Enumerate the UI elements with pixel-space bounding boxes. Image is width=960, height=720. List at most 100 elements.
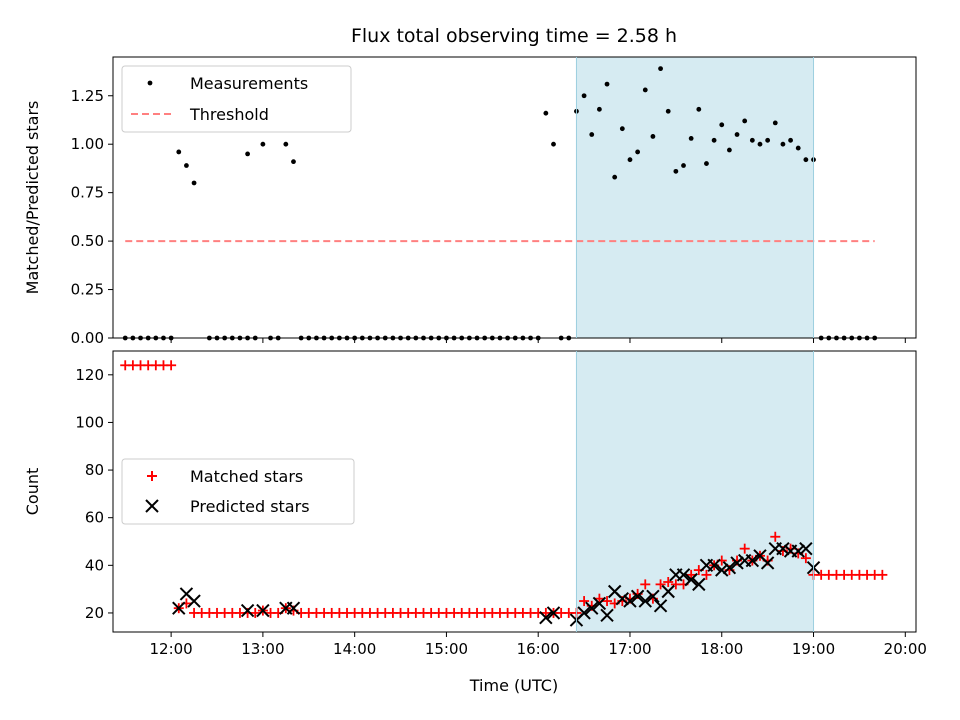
x-tick-label: 14:00 xyxy=(333,640,376,658)
matched-star-point xyxy=(640,579,651,590)
x-tick-label: 15:00 xyxy=(425,640,468,658)
y-tick-label: 0.25 xyxy=(71,281,104,299)
measurement-point xyxy=(260,141,266,147)
top-y-axis-label: Matched/Predicted stars xyxy=(23,101,42,295)
predicted-star-point xyxy=(240,603,255,618)
predicted-star-point xyxy=(286,601,301,615)
predicted-star-point xyxy=(661,584,675,599)
matched-star-point xyxy=(770,531,781,542)
observing-window-shade-top xyxy=(576,57,814,338)
y-tick-label: 0.75 xyxy=(71,184,104,202)
bottom-axes-frame xyxy=(112,350,917,633)
measurement-point xyxy=(704,161,709,166)
matched-star-point xyxy=(739,543,750,554)
matched-star-point xyxy=(663,576,674,587)
measurement-point xyxy=(291,159,296,165)
predicted-star-point xyxy=(676,568,691,582)
measurement-point xyxy=(589,132,595,137)
measurement-point xyxy=(543,110,549,116)
predicted-star-point xyxy=(638,594,652,608)
predicted-star-point xyxy=(592,596,607,611)
legend-measurements-label: Measurements xyxy=(190,74,308,93)
top-legend: Measurements Threshold xyxy=(121,65,352,133)
y-tick-label: 60 xyxy=(85,509,104,527)
top-series-layer xyxy=(122,66,878,341)
top-y-ticks: 0.00 0.25 0.50 0.75 1.00 1.25 xyxy=(71,87,113,347)
legend-matched-label: Matched stars xyxy=(190,467,303,486)
measurement-point xyxy=(803,157,809,163)
measurement-point xyxy=(688,135,694,141)
legend-threshold-label: Threshold xyxy=(189,105,269,124)
measurement-point xyxy=(795,145,801,151)
legend-measurements-marker xyxy=(147,80,153,86)
measurement-point xyxy=(619,126,625,132)
measurement-point xyxy=(665,108,671,114)
predicted-star-point xyxy=(630,589,645,603)
matched-star-point xyxy=(166,360,177,371)
bottom-panel: 20 40 60 80 100 120 12:00 13:00 14:00 15:00 16:00… xyxy=(23,350,927,695)
predicted-star-point xyxy=(707,558,721,573)
x-tick-label: 17:00 xyxy=(608,640,651,658)
y-tick-label: 0.00 xyxy=(71,329,104,347)
predicted-star-point xyxy=(256,603,270,618)
predicted-star-point xyxy=(791,544,805,558)
predicted-star-point xyxy=(600,608,614,623)
measurement-point xyxy=(757,141,763,147)
predicted-star-point xyxy=(172,601,186,615)
measurement-point xyxy=(635,149,641,155)
bottom-y-axis-label: Count xyxy=(23,468,42,516)
measurement-point xyxy=(788,137,793,143)
matched-star-point xyxy=(655,579,666,590)
predicted-star-point xyxy=(692,577,706,592)
x-tick-label: 20:00 xyxy=(884,640,927,658)
predicted-star-point xyxy=(653,599,668,613)
predicted-star-point xyxy=(730,556,744,570)
top-panel: Flux total observing time = 2.58 h 0.00 0… xyxy=(23,25,917,347)
predicted-star-point xyxy=(539,611,553,625)
matched-star-point xyxy=(579,596,590,607)
measurement-point xyxy=(650,134,656,139)
y-tick-label: 20 xyxy=(85,604,104,622)
predicted-star-point xyxy=(722,560,737,575)
measurement-point xyxy=(283,141,289,147)
legend-matched-marker xyxy=(147,471,157,481)
predicted-star-point xyxy=(615,591,630,606)
predicted-star-point xyxy=(546,606,561,620)
measurement-point xyxy=(581,93,587,99)
predicted-star-point xyxy=(684,572,698,587)
measurement-point xyxy=(627,157,633,163)
measurement-point xyxy=(742,118,748,124)
predicted-star-point xyxy=(715,563,729,577)
matched-star-point xyxy=(602,596,613,607)
matched-star-point xyxy=(594,593,605,604)
predicted-star-point xyxy=(776,541,790,556)
legend-predicted-marker xyxy=(145,499,159,513)
legend-predicted-label: Predicted stars xyxy=(190,497,310,516)
measurement-point xyxy=(749,137,755,143)
bottom-legend-box xyxy=(121,458,355,525)
measurement-point xyxy=(658,66,663,72)
top-x-ticks xyxy=(170,338,906,343)
matched-star-point xyxy=(686,569,697,580)
measurement-point xyxy=(696,106,702,112)
measurement-point xyxy=(726,147,732,153)
predicted-star-point xyxy=(585,601,599,615)
x-tick-label: 13:00 xyxy=(241,640,284,658)
chart-title: Flux total observing time = 2.58 h xyxy=(351,25,677,47)
matched-star-point xyxy=(877,569,888,580)
predicted-star-point xyxy=(760,556,775,570)
matched-star-point xyxy=(250,607,261,618)
y-tick-label: 1.25 xyxy=(71,87,104,105)
x-tick-label: 16:00 xyxy=(517,640,560,658)
observing-window-shade-bottom xyxy=(576,351,814,632)
y-tick-label: 40 xyxy=(85,556,104,574)
measurement-point xyxy=(245,151,250,157)
bottom-x-axis-label: Time (UTC) xyxy=(469,676,558,695)
y-tick-label: 120 xyxy=(75,366,104,384)
measurement-point xyxy=(176,149,182,155)
measurement-point xyxy=(772,120,778,126)
measurement-point xyxy=(191,180,197,186)
measurement-point xyxy=(612,174,618,180)
x-tick-label: 19:00 xyxy=(792,640,835,658)
